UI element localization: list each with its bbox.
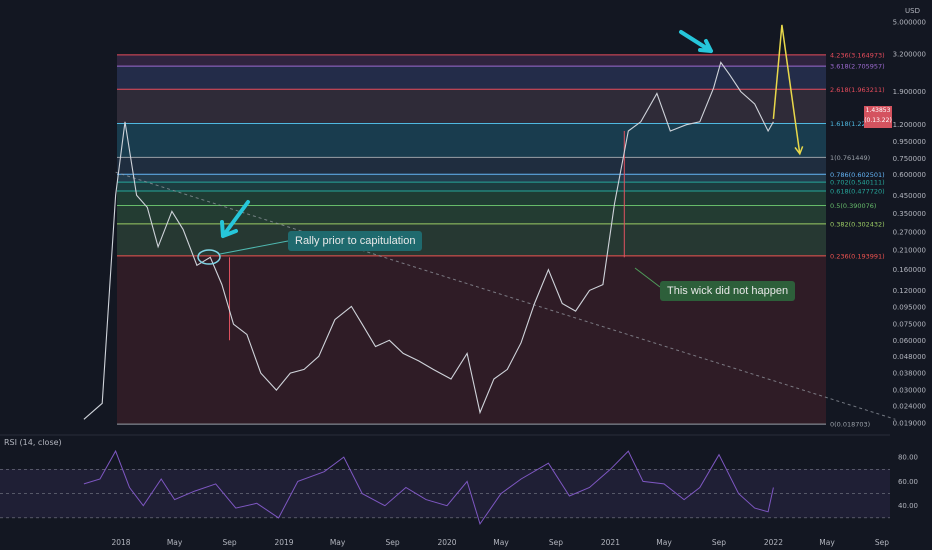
rsi-title: RSI (14, close) [4,438,62,447]
fib-label: 4.236(3.164973) [830,51,885,59]
fib-zone [117,174,826,183]
time-tick-label: Sep [222,538,236,547]
price-tick-label: 0.048000 [893,353,926,361]
fib-zone [117,190,826,206]
fib-label: 0.702(0.540111) [830,179,885,187]
time-tick-label: Sep [875,538,889,547]
price-tick-label: 0.350000 [893,210,926,218]
price-tick-label: 1.900000 [893,88,926,96]
time-tick-label: 2018 [111,538,130,547]
annotation-wick: This wick did not happen [660,281,796,301]
time-tick-label: 2022 [764,538,783,547]
time-tick-label: May [330,538,346,547]
price-tick-label: 0.038000 [893,370,926,378]
time-tick-label: Sep [549,538,563,547]
fib-label: 0(0.018703) [830,421,870,429]
time-tick-label: 2019 [274,538,293,547]
fib-label: 1(0.761449) [830,154,870,162]
arrow-icon [679,30,713,53]
time-tick-label: May [819,538,835,547]
current-price-tag: 1.43853 (0.13.22) [864,106,892,128]
current-price: 1.43853 [865,107,891,114]
fib-label: 2.618(1.963211) [830,86,885,94]
time-tick-label: May [167,538,183,547]
fib-zone [117,182,826,191]
fib-zone [117,123,826,158]
price-tick-label: 0.270000 [893,229,926,237]
time-tick-label: 2021 [601,538,620,547]
price-tick-label: 3.200000 [893,51,926,59]
fib-zones [117,54,826,425]
projection-path [772,24,804,156]
price-tick-label: 0.160000 [893,266,926,274]
circle-annotation [197,249,221,265]
rsi-line [83,449,774,526]
time-tick-label: 2020 [437,538,456,547]
price-tick-label: 0.024000 [893,403,926,411]
price-tick-label: 0.060000 [893,337,926,345]
price-tick-label: 0.120000 [893,287,926,295]
price-tick-label: 0.075000 [893,321,926,329]
time-tick-label: Sep [385,538,399,547]
fib-label: 0.786(0.602501) [830,171,885,179]
time-axis: 2018 May Sep 2019 May Sep 2020 May Sep 2021 May Sep… [111,538,889,547]
price-tick-label: 0.600000 [893,171,926,179]
fib-zone [117,66,826,90]
time-tick-label: May [493,538,509,547]
rsi-tick-label: 80.00 [898,454,918,462]
connector-line [219,240,289,255]
trendline [115,171,896,420]
fib-labels: 4.236(3.164973) 3.618(2.705957) 2.618(1.96… [830,51,885,428]
axis-unit-label: USD [905,7,920,15]
connector-line [634,267,661,288]
fib-zone [117,157,826,175]
price-tick-label: 1.200000 [893,121,926,129]
fib-label: 0.236(0.193991) [830,252,885,260]
price-tick-label: 0.750000 [893,155,926,163]
fib-lines [117,54,826,425]
arrow-icon [220,200,250,238]
price-line [83,61,774,420]
price-axis: 5.000000 3.200000 1.900000 1.200000 0.950000… [893,19,926,428]
fib-label: 0.5(0.390076) [830,202,876,210]
fib-label: 1.618(1.220466) [830,120,885,128]
fib-zone [117,54,826,67]
fib-label: 0.618(0.477720) [830,187,885,195]
price-tick-label: 0.210000 [893,247,926,255]
time-tick-label: Sep [712,538,726,547]
price-tick-label: 0.030000 [893,387,926,395]
rsi-tick-label: 60.00 [898,478,918,486]
price-tick-label: 0.095000 [893,304,926,312]
current-price-change: (0.13.22) [864,117,892,124]
annotation-rally: Rally prior to capitulation [288,231,423,251]
time-tick-label: May [656,538,672,547]
rsi-tick-label: 40.00 [898,502,918,510]
fib-zone [117,205,826,224]
price-tick-label: 0.950000 [893,138,926,146]
fib-zone [117,89,826,124]
price-tick-label: 0.019000 [893,420,926,428]
fib-label: 3.618(2.705957) [830,63,885,71]
fib-label: 0.382(0.302432) [830,220,885,228]
rsi-pane: 80.00 60.00 40.00 [0,454,918,519]
price-tick-label: 5.000000 [893,19,926,27]
price-tick-label: 0.450000 [893,192,926,200]
